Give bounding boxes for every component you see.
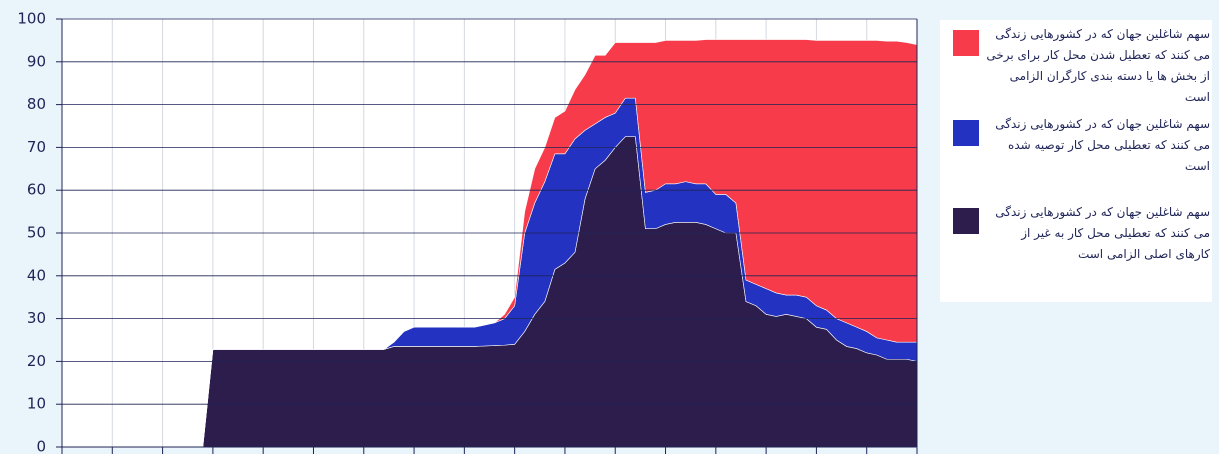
y-tick-label: 100 xyxy=(17,10,46,28)
y-tick-label: 80 xyxy=(27,95,46,113)
y-tick-label: 50 xyxy=(27,224,46,242)
y-tick-label: 70 xyxy=(27,138,46,156)
legend-swatch xyxy=(953,30,979,56)
y-tick-label: 90 xyxy=(27,52,46,70)
y-tick-label: 30 xyxy=(27,309,46,327)
y-tick-label: 20 xyxy=(27,352,46,370)
legend: سهم شاغلین جهان که در کشورهایی زندگی می … xyxy=(940,20,1212,302)
legend-label: سهم شاغلین جهان که در کشورهایی زندگی می … xyxy=(995,205,1210,261)
y-tick-label: 60 xyxy=(27,181,46,199)
y-tick-label: 0 xyxy=(36,438,46,454)
legend-swatch xyxy=(953,120,979,146)
legend-label: سهم شاغلین جهان که در کشورهایی زندگی می … xyxy=(986,27,1210,104)
y-tick-label: 40 xyxy=(27,266,46,284)
legend-swatch xyxy=(953,208,979,234)
legend-label: سهم شاغلین جهان که در کشورهایی زندگی می … xyxy=(995,117,1210,173)
y-tick-label: 10 xyxy=(27,395,46,413)
